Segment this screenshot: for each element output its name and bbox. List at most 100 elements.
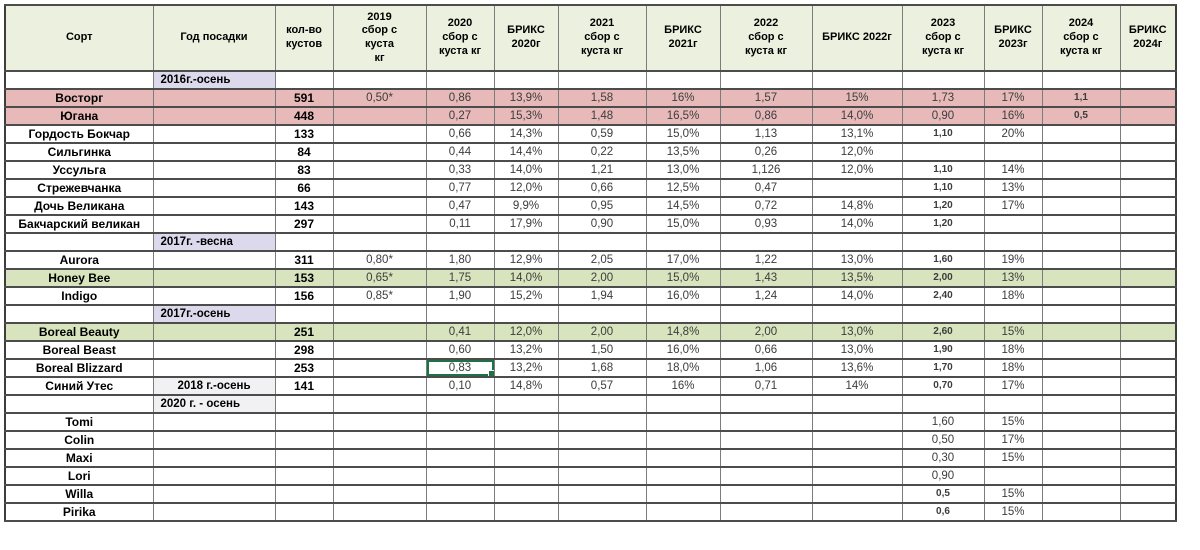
variety-cell[interactable]: Boreal Blizzard [4, 358, 154, 378]
value-cell[interactable] [557, 412, 647, 432]
value-cell[interactable]: 15% [983, 502, 1043, 522]
value-cell[interactable] [1041, 340, 1121, 360]
planting-year-cell[interactable] [152, 466, 276, 486]
bush-count-cell[interactable]: 448 [274, 106, 334, 126]
value-cell[interactable] [332, 142, 427, 162]
value-cell[interactable]: 1,22 [719, 250, 813, 270]
variety-cell[interactable] [4, 304, 154, 324]
value-cell[interactable]: 0,47 [425, 196, 495, 216]
bush-count-cell[interactable] [274, 304, 334, 324]
bush-count-cell[interactable] [274, 502, 334, 522]
value-cell[interactable] [811, 466, 903, 486]
value-cell[interactable]: 17% [983, 430, 1043, 450]
value-cell[interactable] [557, 304, 647, 324]
value-cell[interactable] [1119, 502, 1177, 522]
value-cell[interactable] [645, 466, 721, 486]
value-cell[interactable] [493, 502, 559, 522]
bush-count-cell[interactable]: 156 [274, 286, 334, 306]
value-cell[interactable] [719, 484, 813, 504]
value-cell[interactable]: 2,60 [901, 322, 985, 342]
planting-year-cell[interactable] [152, 412, 276, 432]
variety-cell[interactable]: Lori [4, 466, 154, 486]
value-cell[interactable] [811, 484, 903, 504]
value-cell[interactable] [493, 412, 559, 432]
value-cell[interactable]: 1,10 [901, 178, 985, 198]
column-header[interactable]: Год посадки [152, 4, 276, 72]
value-cell[interactable] [1041, 232, 1121, 252]
value-cell[interactable]: 1,10 [901, 160, 985, 180]
value-cell[interactable]: 0,5 [901, 484, 985, 504]
value-cell[interactable]: 15% [983, 448, 1043, 468]
value-cell[interactable] [983, 232, 1043, 252]
value-cell[interactable]: 13,0% [811, 340, 903, 360]
value-cell[interactable] [1041, 448, 1121, 468]
value-cell[interactable] [983, 394, 1043, 414]
value-cell[interactable] [332, 196, 427, 216]
value-cell[interactable]: 1,90 [901, 340, 985, 360]
value-cell[interactable] [811, 502, 903, 522]
value-cell[interactable]: 2,00 [557, 322, 647, 342]
value-cell[interactable]: 12,0% [811, 160, 903, 180]
planting-year-cell[interactable] [152, 196, 276, 216]
planting-year-cell[interactable] [152, 88, 276, 108]
value-cell[interactable]: 14,0% [493, 160, 559, 180]
bush-count-cell[interactable] [274, 394, 334, 414]
value-cell[interactable]: 1,10 [901, 124, 985, 144]
value-cell[interactable] [425, 70, 495, 90]
value-cell[interactable] [1041, 268, 1121, 288]
value-cell[interactable]: 16,0% [645, 286, 721, 306]
variety-cell[interactable]: Дочь Великана [4, 196, 154, 216]
value-cell[interactable]: 0,86 [719, 106, 813, 126]
value-cell[interactable]: 14,0% [811, 286, 903, 306]
value-cell[interactable] [1119, 376, 1177, 396]
value-cell[interactable] [719, 232, 813, 252]
value-cell[interactable]: 13,2% [493, 340, 559, 360]
value-cell[interactable]: 16% [645, 376, 721, 396]
variety-cell[interactable]: Гордость Бокчар [4, 124, 154, 144]
value-cell[interactable] [557, 232, 647, 252]
value-cell[interactable]: 2,05 [557, 250, 647, 270]
planting-year-cell[interactable]: 2017г. -весна [152, 232, 276, 252]
value-cell[interactable]: 13% [983, 178, 1043, 198]
value-cell[interactable] [1119, 466, 1177, 486]
value-cell[interactable]: 15% [983, 484, 1043, 504]
variety-cell[interactable] [4, 232, 154, 252]
value-cell[interactable]: 16,0% [645, 340, 721, 360]
value-cell[interactable] [332, 214, 427, 234]
value-cell[interactable] [1119, 358, 1177, 378]
column-header[interactable]: 2023 сбор с куста кг [901, 4, 985, 72]
value-cell[interactable] [332, 106, 427, 126]
value-cell[interactable]: 1,20 [901, 196, 985, 216]
planting-year-cell[interactable] [152, 322, 276, 342]
value-cell[interactable] [811, 232, 903, 252]
value-cell[interactable]: 1,24 [719, 286, 813, 306]
value-cell[interactable] [332, 430, 427, 450]
value-cell[interactable]: 1,70 [901, 358, 985, 378]
value-cell[interactable]: 0,66 [557, 178, 647, 198]
value-cell[interactable] [1119, 340, 1177, 360]
value-cell[interactable] [425, 304, 495, 324]
value-cell[interactable]: 13,1% [811, 124, 903, 144]
value-cell[interactable] [1041, 466, 1121, 486]
bush-count-cell[interactable] [274, 484, 334, 504]
planting-year-cell[interactable] [152, 268, 276, 288]
variety-cell[interactable]: Сильгинка [4, 142, 154, 162]
planting-year-cell[interactable] [152, 448, 276, 468]
value-cell[interactable]: 14,8% [645, 322, 721, 342]
value-cell[interactable] [1119, 484, 1177, 504]
value-cell[interactable] [719, 502, 813, 522]
value-cell[interactable] [901, 232, 985, 252]
value-cell[interactable] [493, 232, 559, 252]
value-cell[interactable] [1119, 196, 1177, 216]
bush-count-cell[interactable] [274, 232, 334, 252]
value-cell[interactable]: 0,59 [557, 124, 647, 144]
bush-count-cell[interactable]: 153 [274, 268, 334, 288]
value-cell[interactable] [557, 448, 647, 468]
value-cell[interactable] [332, 502, 427, 522]
value-cell[interactable]: 14% [983, 160, 1043, 180]
value-cell[interactable] [332, 232, 427, 252]
value-cell[interactable] [1119, 286, 1177, 306]
value-cell[interactable]: 18% [983, 358, 1043, 378]
value-cell[interactable] [493, 448, 559, 468]
value-cell[interactable] [719, 430, 813, 450]
